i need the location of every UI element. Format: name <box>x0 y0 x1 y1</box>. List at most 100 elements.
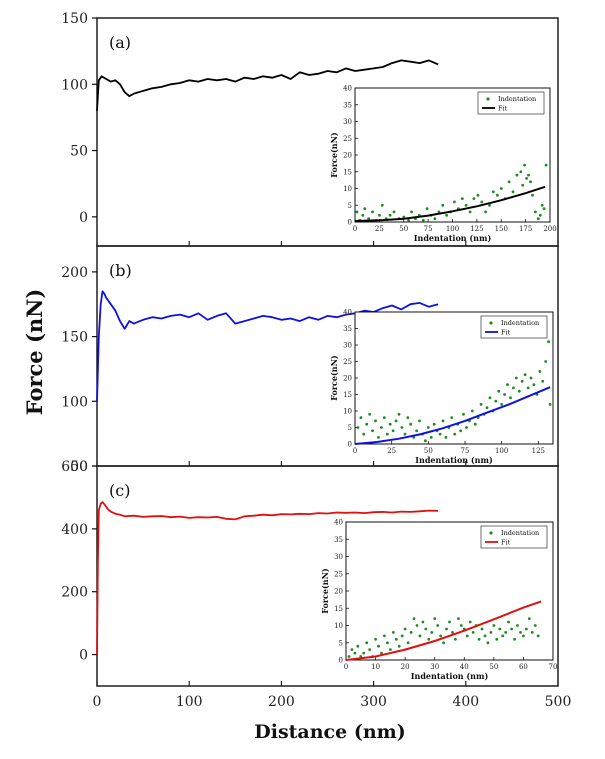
indentation-point <box>507 180 511 184</box>
indentation-point <box>459 624 463 627</box>
inset-x-tick-label: 60 <box>519 663 528 671</box>
legend-label-indentation: Indentation <box>501 319 539 327</box>
panel-0: 0 50 100 150 (a) 0 5 10 15 20 25 30 35 40 0 25 50 75 100 12… <box>61 11 559 247</box>
indentation-point <box>514 376 518 380</box>
indentation-point <box>538 370 542 373</box>
indentation-point <box>388 422 392 426</box>
indentation-point <box>486 641 490 645</box>
indentation-point <box>450 416 454 419</box>
indentation-point <box>512 386 515 390</box>
inset-y-tick-label: 25 <box>343 358 352 366</box>
indentation-point <box>497 389 501 393</box>
indentation-point <box>377 644 380 648</box>
indentation-point <box>525 177 528 180</box>
indentation-point <box>534 210 537 214</box>
indentation-point <box>526 386 530 390</box>
fit-curve <box>354 185 546 222</box>
panel-label: (b) <box>109 261 132 280</box>
indentation-point <box>418 419 421 423</box>
indentation-point <box>378 213 381 217</box>
indentation-point <box>355 210 359 214</box>
y-tick-label: 150 <box>61 330 88 346</box>
indentation-point <box>438 432 442 436</box>
indentation-point <box>509 396 512 400</box>
indentation-point <box>488 396 492 400</box>
inset-x-tick-label: 100 <box>446 225 459 233</box>
indentation-point <box>356 644 360 648</box>
indentation-point <box>394 637 398 641</box>
indentation-point <box>430 631 434 634</box>
indentation-point <box>362 432 366 436</box>
indentation-point <box>389 648 392 651</box>
inset-y-tick-label: 30 <box>343 342 352 350</box>
inset-y-tick-label: 35 <box>334 536 343 544</box>
indentation-point <box>519 170 523 174</box>
indentation-point <box>544 163 548 167</box>
x-tick-label: 0 <box>93 694 102 710</box>
indentation-point <box>521 183 525 187</box>
indentation-point <box>529 180 532 184</box>
inset-x-tick-label: 75 <box>424 225 433 233</box>
force-series-line <box>96 501 439 655</box>
indentation-point <box>527 173 530 177</box>
indentation-point <box>538 213 542 217</box>
inset-y-tick-label: 35 <box>343 101 352 109</box>
indentation-point <box>480 200 484 204</box>
indentation-point <box>403 432 407 436</box>
inset-y-tick-label: 40 <box>343 309 352 317</box>
inset-x-tick-label: 25 <box>387 447 396 455</box>
indentation-point <box>464 203 468 207</box>
indentation-point <box>406 641 410 645</box>
indentation-point <box>410 210 413 214</box>
indentation-point <box>380 651 383 655</box>
indentation-point <box>520 379 524 383</box>
inset-y-tick-label: 25 <box>334 570 343 578</box>
indentation-point <box>427 637 431 641</box>
indentation-point <box>356 426 360 429</box>
indentation-point <box>476 193 480 197</box>
force-series-line <box>96 59 439 111</box>
indentation-point <box>515 173 519 177</box>
indentation-point <box>516 624 519 627</box>
indentation-point <box>433 217 437 221</box>
indentation-point <box>479 403 483 406</box>
indentation-point <box>523 373 527 377</box>
legend-point-marker <box>489 321 493 325</box>
inset-x-tick-label: 0 <box>353 447 357 455</box>
indentation-point <box>432 422 436 426</box>
inset-y-tick-label: 20 <box>343 152 352 160</box>
indentation-point <box>540 203 544 207</box>
inset-y-tick-label: 30 <box>343 118 352 126</box>
panel-label: (a) <box>109 33 131 52</box>
inset-y-axis-title: Force(nN) <box>329 355 339 401</box>
indentation-point <box>477 637 481 641</box>
indentation-point <box>522 634 525 638</box>
indentation-point <box>494 399 498 403</box>
inset-x-tick-label: 75 <box>461 447 470 455</box>
inset-y-tick-label: 20 <box>334 588 343 596</box>
indentation-point <box>448 620 451 624</box>
inset-y-tick-label: 15 <box>343 168 352 176</box>
x-tick-label: 200 <box>268 694 295 710</box>
legend-label-fit: Fit <box>498 105 508 113</box>
indentation-point <box>525 627 528 631</box>
x-tick-label: 100 <box>176 694 203 710</box>
y-tick-label: 100 <box>61 77 88 93</box>
y-tick-label: 400 <box>61 522 88 538</box>
indentation-point <box>425 207 429 211</box>
legend-label-indentation: Indentation <box>498 95 536 103</box>
indentation-point <box>500 403 504 406</box>
inset-x-tick-label: 125 <box>532 447 545 455</box>
inset-y-tick-label: 30 <box>334 553 343 561</box>
indentation-point <box>365 422 369 426</box>
indentation-point <box>541 379 545 383</box>
indentation-point <box>436 624 440 627</box>
fit-curve <box>354 386 551 445</box>
indentation-point <box>507 620 510 624</box>
inset-y-tick-label: 10 <box>334 622 343 630</box>
indentation-point <box>527 617 531 620</box>
indentation-point <box>407 218 410 222</box>
indentation-point <box>465 426 468 429</box>
indentation-point <box>485 406 489 410</box>
indentation-point <box>377 436 380 439</box>
